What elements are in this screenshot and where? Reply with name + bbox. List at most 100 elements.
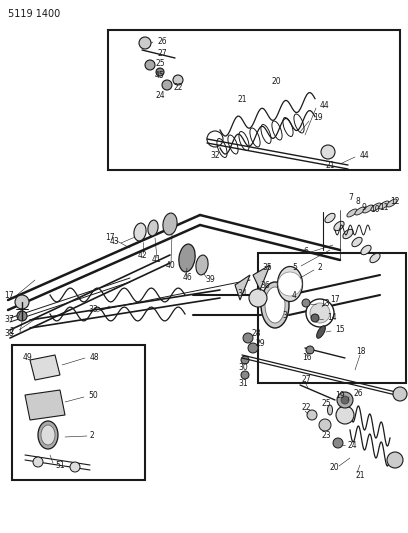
Text: 42: 42 <box>138 251 148 260</box>
Ellipse shape <box>41 425 55 445</box>
Circle shape <box>310 303 330 323</box>
Text: 41: 41 <box>152 255 162 264</box>
Polygon shape <box>253 265 270 290</box>
Text: 32: 32 <box>210 150 220 159</box>
Ellipse shape <box>334 221 344 231</box>
Text: 26: 26 <box>353 389 363 398</box>
Text: 29: 29 <box>256 340 266 349</box>
Text: 6: 6 <box>303 247 308 256</box>
Circle shape <box>139 37 151 49</box>
Circle shape <box>241 356 249 364</box>
Ellipse shape <box>261 282 289 328</box>
Ellipse shape <box>361 245 371 255</box>
Text: 35: 35 <box>262 263 272 272</box>
Ellipse shape <box>38 421 58 449</box>
Ellipse shape <box>371 203 381 211</box>
Circle shape <box>278 272 302 296</box>
Ellipse shape <box>363 205 373 213</box>
Text: 25: 25 <box>321 400 330 408</box>
Text: 20: 20 <box>330 464 339 472</box>
Text: 22: 22 <box>174 84 184 93</box>
Circle shape <box>17 311 27 321</box>
Text: 39: 39 <box>205 276 215 285</box>
Text: 26: 26 <box>157 37 166 46</box>
Circle shape <box>248 343 258 353</box>
Ellipse shape <box>347 209 357 217</box>
Text: 9: 9 <box>362 203 367 212</box>
Circle shape <box>336 406 354 424</box>
Text: 24: 24 <box>348 441 358 450</box>
Text: 21: 21 <box>238 95 248 104</box>
Text: 11: 11 <box>379 203 388 212</box>
Text: 24: 24 <box>156 91 166 100</box>
Circle shape <box>341 396 349 404</box>
Circle shape <box>393 387 407 401</box>
Circle shape <box>145 60 155 70</box>
Polygon shape <box>30 355 60 380</box>
Circle shape <box>241 371 249 379</box>
Circle shape <box>302 299 310 307</box>
Text: 19: 19 <box>313 114 323 123</box>
Text: 23: 23 <box>322 432 332 440</box>
Text: 21: 21 <box>355 471 364 480</box>
Circle shape <box>162 80 172 90</box>
Text: 37: 37 <box>4 316 14 325</box>
Ellipse shape <box>134 223 146 241</box>
Ellipse shape <box>277 266 302 302</box>
Circle shape <box>306 299 334 327</box>
Text: 17: 17 <box>4 290 13 300</box>
Polygon shape <box>25 390 65 420</box>
Ellipse shape <box>317 326 325 338</box>
Text: 5119 1400: 5119 1400 <box>8 9 60 19</box>
Circle shape <box>243 333 253 343</box>
Text: 10: 10 <box>370 206 379 214</box>
Text: 16: 16 <box>302 353 312 362</box>
Ellipse shape <box>148 220 158 236</box>
Ellipse shape <box>196 255 208 275</box>
Text: 49: 49 <box>23 352 33 361</box>
Text: 3: 3 <box>282 311 287 319</box>
Ellipse shape <box>343 229 353 239</box>
Circle shape <box>15 295 29 309</box>
Text: 28: 28 <box>251 328 260 337</box>
Circle shape <box>33 457 43 467</box>
Text: 38: 38 <box>4 329 13 338</box>
Ellipse shape <box>163 213 177 235</box>
Text: 33: 33 <box>88 305 98 314</box>
Circle shape <box>306 346 314 354</box>
Text: 17: 17 <box>330 295 339 304</box>
Text: 13: 13 <box>320 298 330 308</box>
Text: 40: 40 <box>166 261 176 270</box>
Circle shape <box>311 314 319 322</box>
Text: 21: 21 <box>326 160 335 169</box>
Circle shape <box>173 75 183 85</box>
Text: 14: 14 <box>327 313 337 322</box>
Text: 44: 44 <box>320 101 330 109</box>
Circle shape <box>387 452 403 468</box>
Text: 5: 5 <box>292 263 297 272</box>
Text: 31: 31 <box>238 378 248 387</box>
Circle shape <box>249 289 267 307</box>
Bar <box>258 253 406 383</box>
Ellipse shape <box>355 207 365 215</box>
Circle shape <box>307 410 317 420</box>
Text: 4: 4 <box>292 290 297 300</box>
Text: 25: 25 <box>156 59 166 68</box>
Bar <box>12 345 145 480</box>
Ellipse shape <box>379 201 389 209</box>
Circle shape <box>321 145 335 159</box>
Text: 15: 15 <box>335 326 345 335</box>
Circle shape <box>70 462 80 472</box>
Text: 50: 50 <box>88 391 98 400</box>
Text: 27: 27 <box>302 376 312 384</box>
Ellipse shape <box>370 253 380 263</box>
Text: 12: 12 <box>390 198 399 206</box>
Circle shape <box>156 68 164 76</box>
Text: 45: 45 <box>155 70 165 79</box>
Ellipse shape <box>179 244 195 272</box>
Circle shape <box>319 419 331 431</box>
Text: 7: 7 <box>348 192 353 201</box>
Text: 44: 44 <box>360 150 370 159</box>
Text: 46: 46 <box>183 273 193 282</box>
Text: 8: 8 <box>356 198 361 206</box>
